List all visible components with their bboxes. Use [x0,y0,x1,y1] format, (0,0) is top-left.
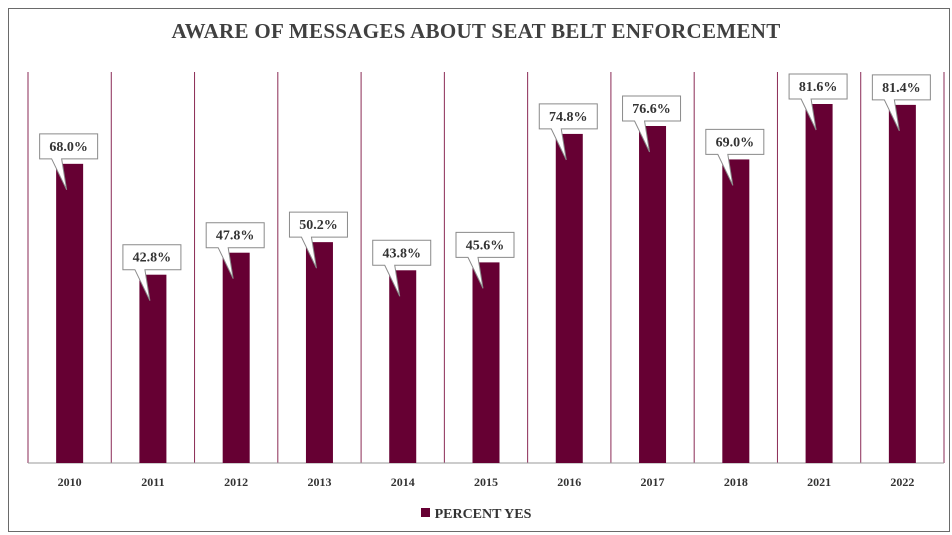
x-tick-2016: 2016 [557,475,581,489]
data-label-2015: 45.6% [455,231,515,289]
data-label-text: 68.0% [49,140,88,155]
data-label-2012: 47.8% [205,222,265,279]
data-label-2010: 68.0% [39,133,99,191]
bar-2022 [888,104,916,463]
data-label-text: 45.6% [466,238,505,253]
data-label-box [788,73,848,131]
data-label-2018: 69.0% [705,128,765,186]
chart-frame [8,8,950,532]
x-tick-2022: 2022 [890,475,914,489]
bar-2010 [56,163,84,464]
bar-2013 [305,242,333,463]
data-label-text: 74.8% [549,110,588,125]
data-label-box [205,222,265,279]
bar-2011 [139,274,167,463]
data-label-2022: 81.4% [871,74,931,132]
bar-2016 [555,133,583,463]
bar-2018 [722,159,750,463]
data-label-box [455,231,515,289]
data-label-box [122,244,182,301]
data-label-text: 81.6% [799,80,838,95]
data-label-text: 76.6% [632,102,671,117]
chart-title: AWARE OF MESSAGES ABOUT SEAT BELT ENFORC… [171,19,781,43]
data-label-2016: 74.8% [538,103,598,161]
x-tick-2011: 2011 [141,475,164,489]
bar-2012 [222,252,250,463]
data-label-text: 50.2% [299,218,338,233]
legend-label: PERCENT YES [434,507,532,522]
data-label-box [538,103,598,161]
x-tick-2012: 2012 [224,475,248,489]
x-tick-2021: 2021 [807,475,831,489]
data-label-box [39,133,99,191]
bar-2021 [805,104,833,463]
data-label-box [372,239,432,297]
data-label-text: 42.8% [133,251,172,266]
x-tick-2015: 2015 [474,475,498,489]
x-tick-2014: 2014 [391,475,415,489]
bar-2014 [389,270,417,463]
data-label-text: 47.8% [216,229,255,244]
data-label-text: 69.0% [716,135,755,150]
legend: PERCENT YES [0,507,952,523]
bar-2015 [472,262,500,463]
data-label-box [871,74,931,132]
data-label-2014: 43.8% [372,239,432,297]
bar-2017 [639,125,667,463]
x-tick-2010: 2010 [58,475,82,489]
data-label-box [705,128,765,186]
data-label-text: 43.8% [382,246,421,261]
x-tick-2013: 2013 [307,475,331,489]
data-label-box [288,211,348,269]
data-label-box [622,95,682,153]
x-tick-2018: 2018 [724,475,748,489]
data-label-2013: 50.2% [288,211,348,269]
x-tick-2017: 2017 [641,475,665,489]
data-label-2021: 81.6% [788,73,848,131]
legend-swatch [420,508,430,517]
data-label-2017: 76.6% [622,95,682,153]
data-label-text: 81.4% [882,81,921,96]
data-label-2011: 42.8% [122,244,182,301]
